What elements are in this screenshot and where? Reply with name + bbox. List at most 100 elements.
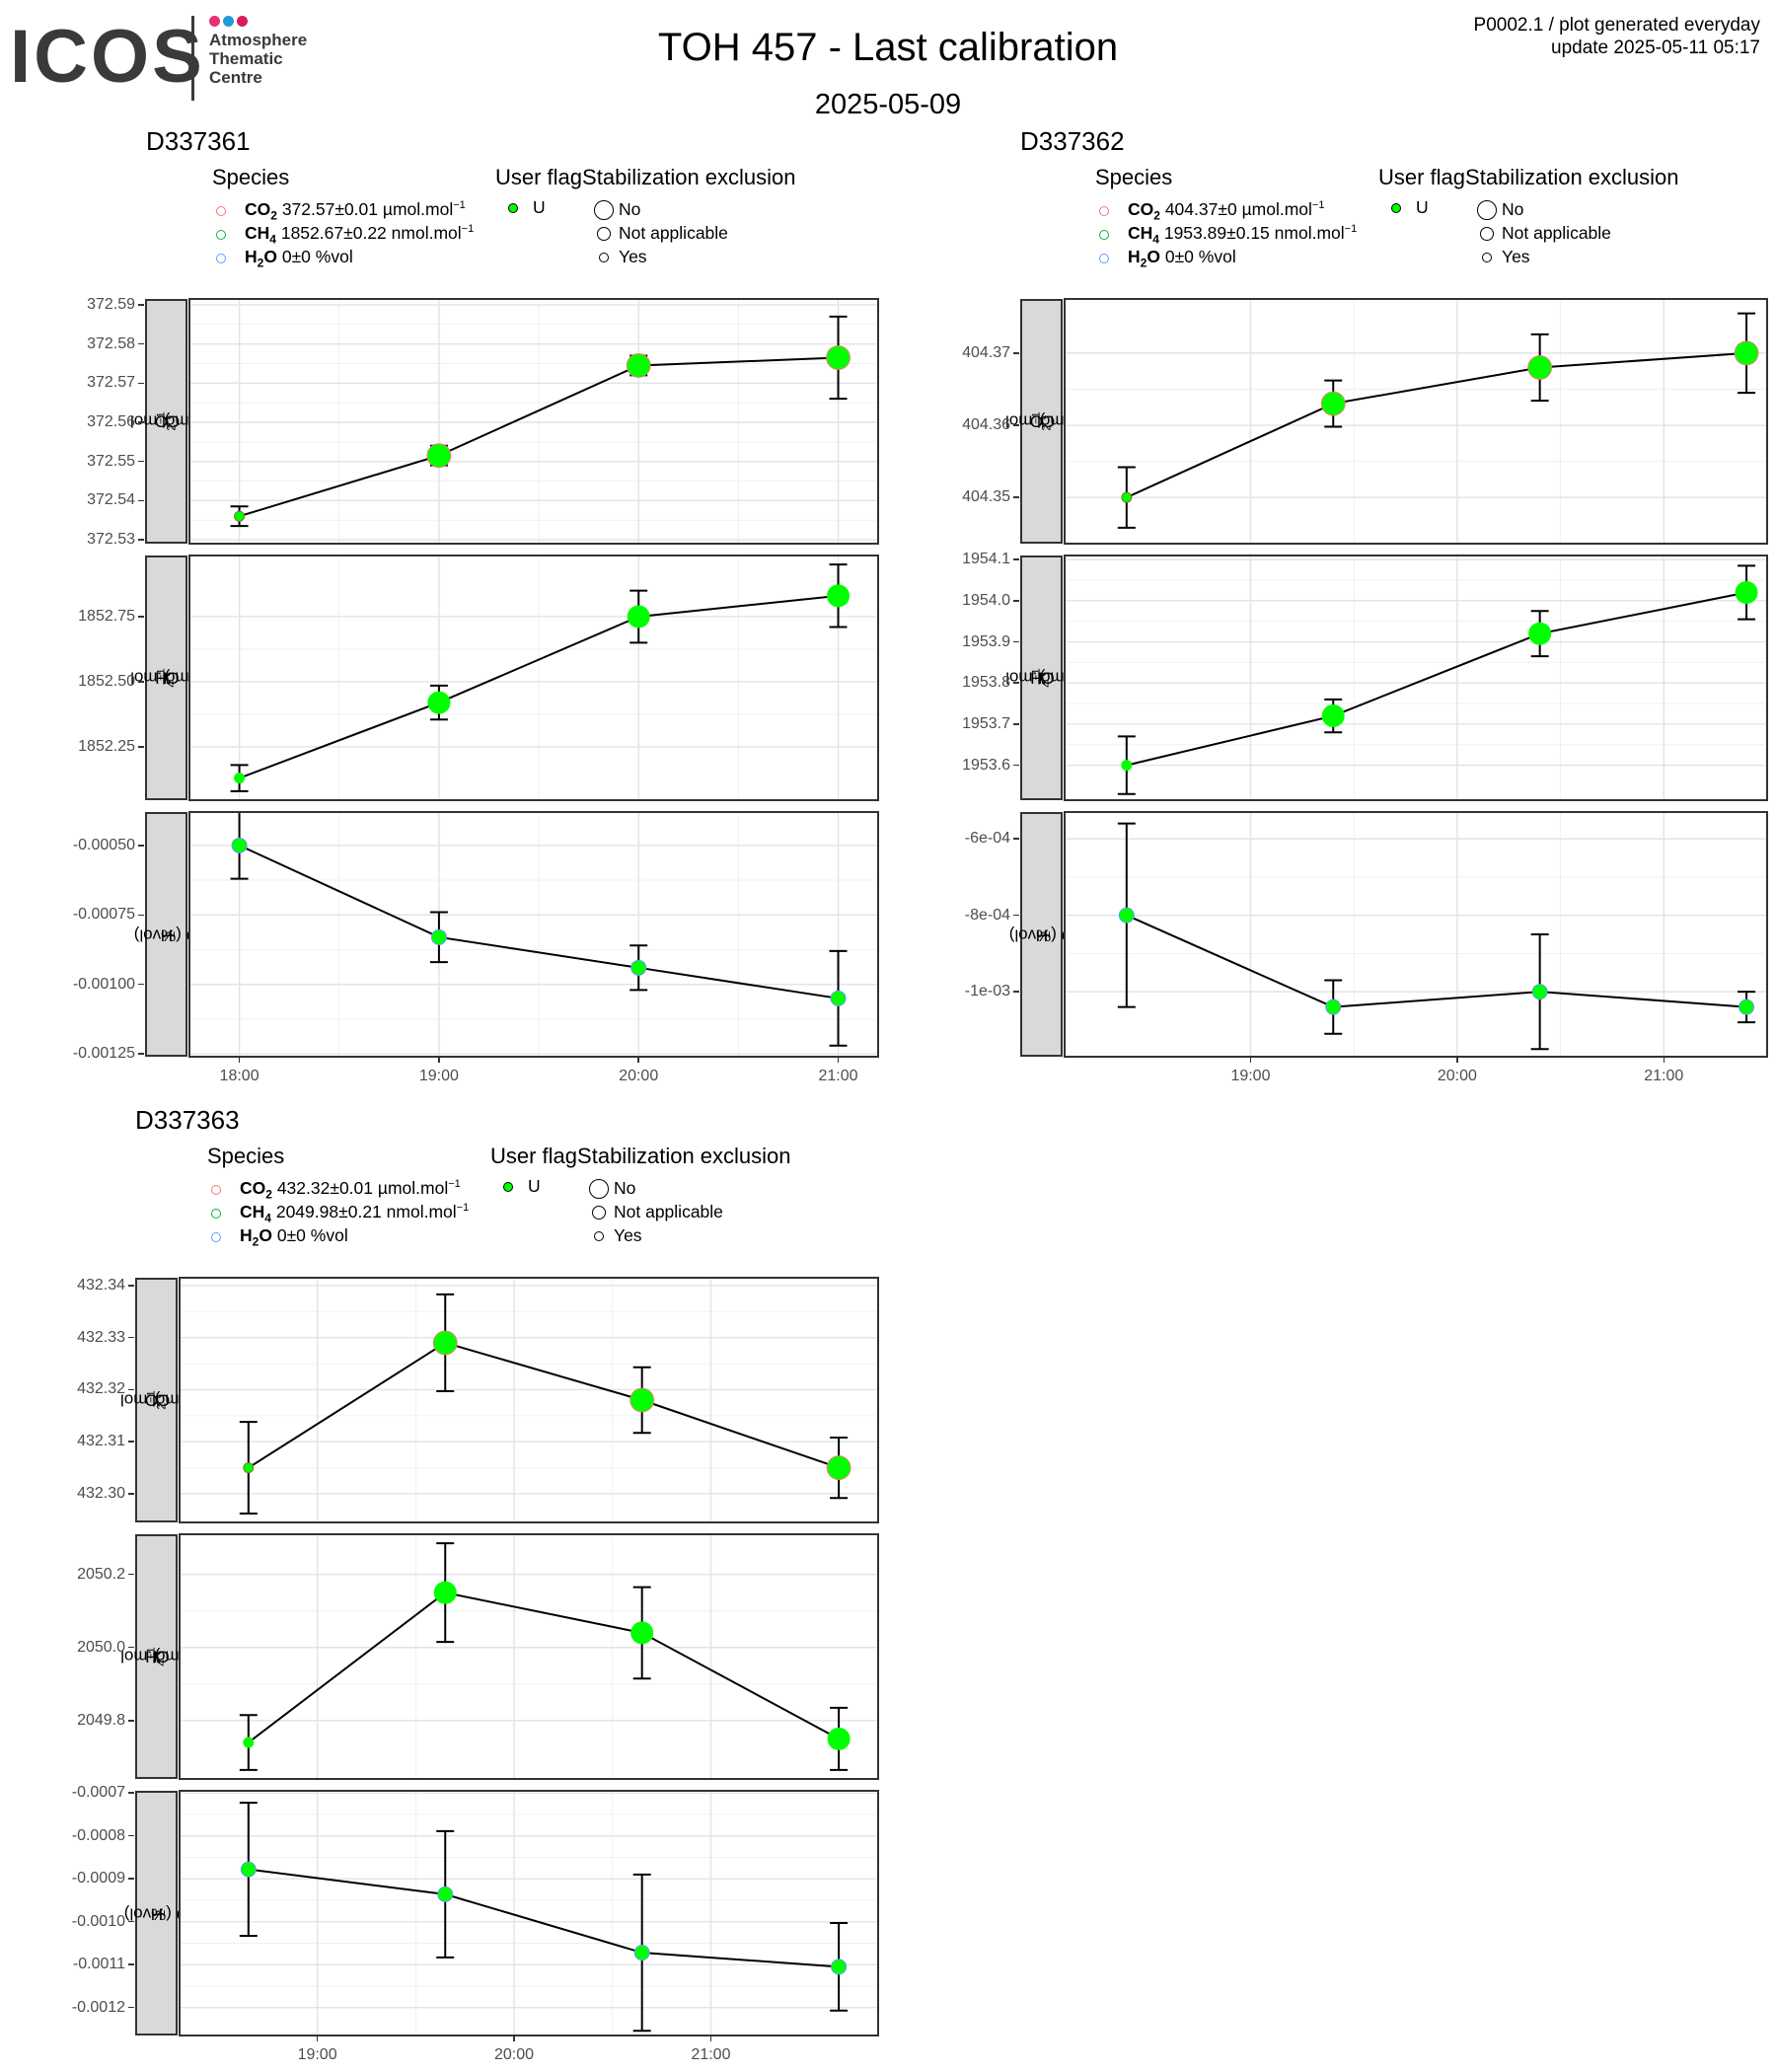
chart-2-panel-h2o-ytick-label: -6e-04 bbox=[964, 830, 1010, 848]
chart-3-panel-co2-plot bbox=[179, 1277, 879, 1523]
chart-3-legend-h2o-label: H2O 0±0 %vol bbox=[240, 1225, 348, 1249]
chart-3-panel-co2-point-4 bbox=[827, 1456, 851, 1480]
chart-2-panel-co2-ylabel: CO 2 (µmol.mol −1) bbox=[1004, 411, 1078, 431]
chart-1-panel-h2o-plot bbox=[188, 811, 879, 1058]
chart-2-panel-ch4-ytick-mark bbox=[1013, 682, 1019, 684]
logo-line-3: Centre bbox=[209, 68, 262, 87]
chart-1-panel-h2o-ytick-mark bbox=[138, 845, 144, 847]
chart-1-title: D337361 bbox=[146, 126, 251, 156]
chart-1-panel-ch4-border bbox=[188, 555, 879, 801]
chart-2-panel-co2-ytick-label: 404.37 bbox=[962, 343, 1010, 361]
chart-1-panel-co2-strip: CO 2 (µmol.mol −1) bbox=[129, 299, 203, 544]
logo-line-2: Thematic bbox=[209, 49, 283, 68]
chart-2-legend-stab-no-key bbox=[1477, 200, 1497, 220]
chart-1-panel-ch4-ylabel-end: ) bbox=[163, 669, 170, 689]
chart-3-panel-h2o-ytick-label: -0.0009 bbox=[71, 1870, 125, 1887]
chart-1-legend-co2-label: CO2 372.57±0.01 µmol.mol−1 bbox=[245, 199, 466, 223]
chart-1-legend-h2o-pm: ± bbox=[291, 247, 302, 266]
chart-2-legend-ch4-subscript: 4 bbox=[1152, 232, 1159, 247]
chart-2-panel-ch4-ylabel-end: ) bbox=[1038, 669, 1045, 689]
chart-3-legend-user-flag-key bbox=[503, 1182, 513, 1192]
chart-1-legend-stabilization-title: Stabilization exclusion bbox=[582, 165, 796, 189]
chart-3-panel-h2o-point-3 bbox=[633, 1945, 650, 1961]
chart-1-legend-h2o-species: H2O bbox=[245, 247, 277, 270]
chart-1-panel-co2-ytick-mark bbox=[138, 539, 144, 541]
chart-3-legend-co2-species: CO2 bbox=[240, 1178, 272, 1202]
chart-1-panel-co2-point-3 bbox=[627, 353, 650, 377]
chart-2-panel-co2-ytick-label: 404.36 bbox=[962, 416, 1010, 434]
logo-dot-pink bbox=[209, 16, 220, 27]
chart-2-legend-stabilization-title: Stabilization exclusion bbox=[1465, 165, 1679, 189]
chart-3-xtick-label: 19:00 bbox=[297, 2046, 337, 2063]
chart-3-legend-co2-pm: ± bbox=[330, 1178, 339, 1198]
chart-1-xtick-label: 18:00 bbox=[219, 1068, 259, 1084]
chart-3-legend-stabilization-title: Stabilization exclusion bbox=[577, 1144, 791, 1168]
chart-3-legend-species-title: Species bbox=[207, 1144, 285, 1168]
chart-1-legend-user-flag-label: U bbox=[533, 197, 546, 217]
chart-1-xtick-label: 20:00 bbox=[619, 1068, 659, 1084]
chart-1-panel-h2o-point-1 bbox=[231, 837, 248, 853]
chart-3-legend-co2-subscript: 2 bbox=[265, 1187, 272, 1202]
chart-1-legend-ch4-species: CH4 bbox=[245, 223, 276, 247]
chart-2-panel-ch4-ylabel: CH 4 (nmol.mol −1) bbox=[1004, 668, 1078, 689]
chart-1-panel-co2-ytick-mark bbox=[138, 304, 144, 306]
chart-2-xtick-mark bbox=[1663, 1057, 1665, 1063]
chart-1-panel-ch4-ytick-mark bbox=[138, 616, 144, 618]
chart-1-xtick-label: 21:00 bbox=[818, 1068, 858, 1084]
chart-2-legend-h2o-unit: %vol bbox=[1198, 247, 1236, 266]
chart-3-legend-ch4-key bbox=[211, 1209, 221, 1219]
chart-2-panel-co2-point-4 bbox=[1735, 341, 1758, 365]
chart-3-panel-h2o-point-2 bbox=[437, 1886, 454, 1902]
chart-2-legend-ch4-unc: 0.15 bbox=[1235, 223, 1270, 243]
chart-3-legend-co2-unit: µmol.mol bbox=[377, 1178, 449, 1198]
chart-1-panel-ch4-point-3 bbox=[627, 605, 650, 629]
chart-3-panel-co2-ytick-label: 432.30 bbox=[77, 1484, 125, 1502]
chart-2-legend-co2-label: CO2 404.37±0 µmol.mol−1 bbox=[1128, 199, 1324, 223]
chart-1-legend-ch4-value: 1852.67 bbox=[280, 223, 344, 243]
chart-1-legend-species-title: Species bbox=[212, 165, 290, 189]
chart-3-legend-ch4-species: CH4 bbox=[240, 1202, 271, 1225]
chart-2-legend-co2-species: CO2 bbox=[1128, 199, 1160, 223]
chart-3-panel-co2-ytick-mark bbox=[128, 1493, 134, 1495]
chart-1-panel-ch4-strip: CH 4 (nmol.mol −1) bbox=[129, 555, 203, 800]
chart-3-panel-h2o-border bbox=[179, 1790, 879, 2036]
chart-3-panel-co2-ytick-label: 432.32 bbox=[77, 1380, 125, 1398]
chart-1-panel-ch4-point-2 bbox=[427, 691, 451, 714]
chart-1-legend-stab-no-key bbox=[594, 200, 614, 220]
chart-2-panel-ch4-ytick-label: 1953.6 bbox=[962, 756, 1010, 774]
chart-1-panel-h2o-ytick-mark bbox=[138, 914, 144, 917]
chart-1-panel-co2-ytick-label: 372.53 bbox=[87, 531, 135, 549]
chart-3-panel-co2-background bbox=[180, 1278, 878, 1522]
chart-3-panel-ch4-ytick-label: 2049.8 bbox=[77, 1711, 125, 1729]
chart-1-legend-co2-subscript: 2 bbox=[270, 208, 277, 223]
plot-code-line: P0002.1 / plot generated everyday bbox=[1473, 15, 1760, 36]
chart-2-legend-ch4-pm: ± bbox=[1226, 223, 1236, 243]
chart-2-legend-ch4-unit: nmol.mol bbox=[1274, 223, 1345, 243]
chart-3-panel-ch4-background bbox=[180, 1534, 878, 1779]
chart-1-panel-h2o-background bbox=[189, 812, 878, 1057]
chart-3-legend-ch4-value: 2049.98 bbox=[275, 1202, 339, 1221]
chart-3-panel-ch4-point-1 bbox=[243, 1737, 255, 1748]
chart-1-panel-ch4-ytick-label: 1852.50 bbox=[78, 672, 135, 690]
chart-1-panel-h2o-ytick-mark bbox=[138, 1053, 144, 1055]
chart-2-panel-co2-series-line bbox=[1126, 351, 1747, 499]
chart-3-xtick-label: 21:00 bbox=[691, 2046, 731, 2063]
chart-2-panel-h2o-ytick-label: -1e-03 bbox=[964, 983, 1010, 1000]
chart-2-legend-co2-unit: µmol.mol bbox=[1241, 199, 1312, 219]
chart-1-panel-ch4-point-1 bbox=[234, 773, 246, 784]
chart-2-panel-co2-ytick-label: 404.35 bbox=[962, 488, 1010, 506]
chart-3-panel-co2-ytick-mark bbox=[128, 1388, 134, 1391]
chart-1-panel-h2o-ytick-mark bbox=[138, 983, 144, 986]
chart-3-panel-ch4-ytick-mark bbox=[128, 1573, 134, 1576]
chart-2-panel-co2-point-3 bbox=[1528, 355, 1552, 379]
chart-2-panel-ch4-ytick-label: 1954.1 bbox=[962, 551, 1010, 568]
chart-2-panel-co2-point-2 bbox=[1321, 392, 1345, 415]
chart-2-legend-user-flag-key bbox=[1391, 203, 1401, 213]
chart-3-legend-stab-not-applicable-key bbox=[592, 1206, 606, 1220]
chart-3-xtick-label: 20:00 bbox=[494, 2046, 535, 2063]
chart-2-legend-co2-pm: ± bbox=[1218, 199, 1227, 219]
chart-2-panel-ch4-point-3 bbox=[1528, 622, 1552, 645]
chart-1-panel-co2-ytick-mark bbox=[138, 382, 144, 385]
